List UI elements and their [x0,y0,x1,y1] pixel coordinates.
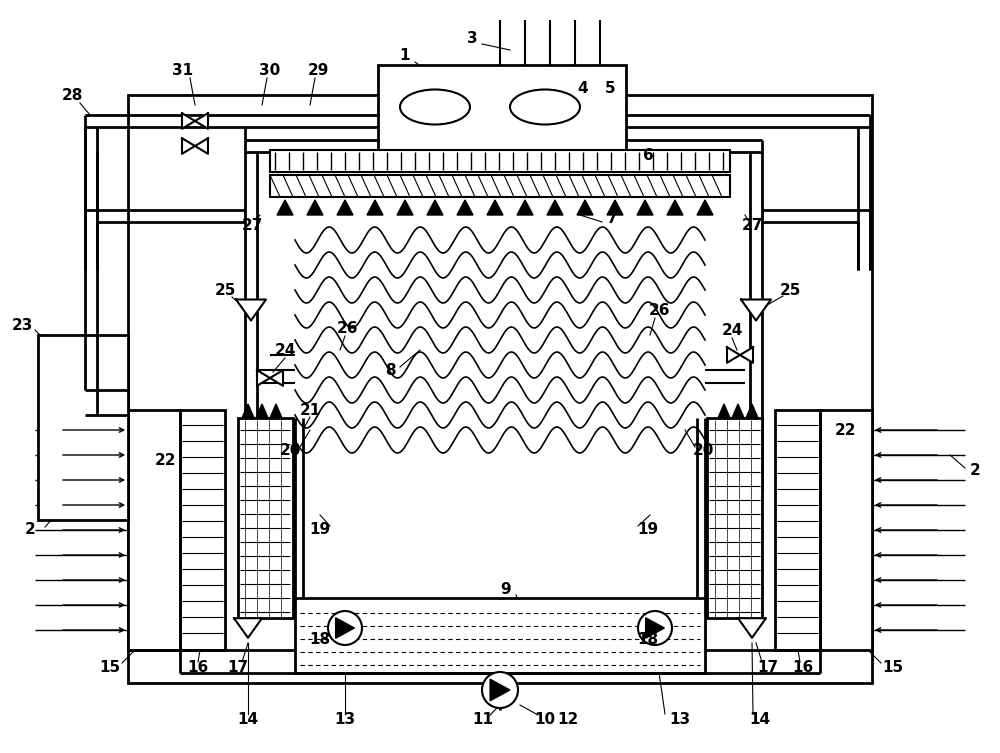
Text: 20: 20 [279,443,301,458]
Text: 13: 13 [669,712,691,727]
Text: 18: 18 [309,633,331,648]
Text: 1: 1 [400,47,410,62]
Text: 17: 17 [757,660,779,675]
Polygon shape [256,404,268,418]
Circle shape [328,611,362,645]
Polygon shape [697,200,713,215]
Polygon shape [646,617,664,639]
Polygon shape [242,404,254,418]
Text: 27: 27 [241,218,263,233]
Polygon shape [667,200,683,215]
Bar [128,95,872,683]
Bar [128,410,180,650]
Polygon shape [746,404,758,418]
Polygon shape [367,200,383,215]
Bar [270,150,730,172]
Polygon shape [457,200,473,215]
Text: 4: 4 [578,81,588,96]
Text: 8: 8 [385,362,395,377]
Polygon shape [727,347,740,363]
Text: 5: 5 [605,81,615,96]
Polygon shape [732,404,744,418]
Text: 19: 19 [309,523,331,538]
Polygon shape [277,200,293,215]
Text: 26: 26 [649,303,671,318]
Text: 18: 18 [637,633,659,648]
Text: 16: 16 [792,660,814,675]
Polygon shape [607,200,623,215]
Circle shape [482,672,518,708]
Polygon shape [236,300,266,321]
Polygon shape [270,370,283,386]
Text: 17: 17 [227,660,249,675]
Text: 24: 24 [274,343,296,358]
Polygon shape [257,370,270,386]
Bar [270,175,730,197]
Text: 6: 6 [643,148,653,163]
Text: 24: 24 [721,322,743,337]
Text: 3: 3 [467,31,477,45]
Polygon shape [427,200,443,215]
Text: 22: 22 [154,453,176,468]
Polygon shape [577,200,593,215]
Text: 12: 12 [557,712,579,727]
Text: 25: 25 [779,282,801,297]
Polygon shape [517,200,533,215]
Text: 2: 2 [25,523,35,538]
Polygon shape [740,347,753,363]
Text: 25: 25 [214,282,236,297]
Text: 29: 29 [307,62,329,78]
Text: 15: 15 [882,660,904,675]
Text: 21: 21 [299,403,321,417]
Text: 7: 7 [607,211,617,225]
Bar [378,65,626,150]
Polygon shape [182,139,195,154]
Polygon shape [397,200,413,215]
Polygon shape [336,617,354,639]
Polygon shape [487,200,503,215]
Text: 2: 2 [970,462,980,477]
Text: 11: 11 [473,712,494,727]
Text: 10: 10 [534,712,556,727]
Polygon shape [195,139,208,154]
Polygon shape [738,618,766,638]
Bar [775,410,820,650]
Text: 15: 15 [99,660,121,675]
Text: 14: 14 [237,712,259,727]
Polygon shape [547,200,563,215]
Bar [707,418,762,618]
Polygon shape [270,404,282,418]
Polygon shape [337,200,353,215]
Bar [238,418,293,618]
Polygon shape [741,300,771,321]
Text: 13: 13 [334,712,356,727]
Text: 27: 27 [741,218,763,233]
Polygon shape [637,200,653,215]
Polygon shape [234,618,262,638]
Text: 22: 22 [834,422,856,437]
Bar [180,410,225,650]
Polygon shape [307,200,323,215]
Text: 16: 16 [187,660,209,675]
Text: 28: 28 [61,87,83,102]
Text: 9: 9 [501,583,511,597]
Text: 26: 26 [337,321,359,336]
Bar [295,598,705,673]
Polygon shape [195,113,208,129]
Bar [820,410,872,650]
Polygon shape [718,404,730,418]
Text: 14: 14 [749,712,771,727]
Text: 20: 20 [692,443,714,458]
Text: 30: 30 [259,62,281,78]
Polygon shape [182,113,195,129]
Text: 31: 31 [172,62,194,78]
Text: 23: 23 [11,318,33,333]
Bar [38,335,128,520]
Text: 19: 19 [637,523,659,538]
Polygon shape [490,679,510,701]
Circle shape [638,611,672,645]
